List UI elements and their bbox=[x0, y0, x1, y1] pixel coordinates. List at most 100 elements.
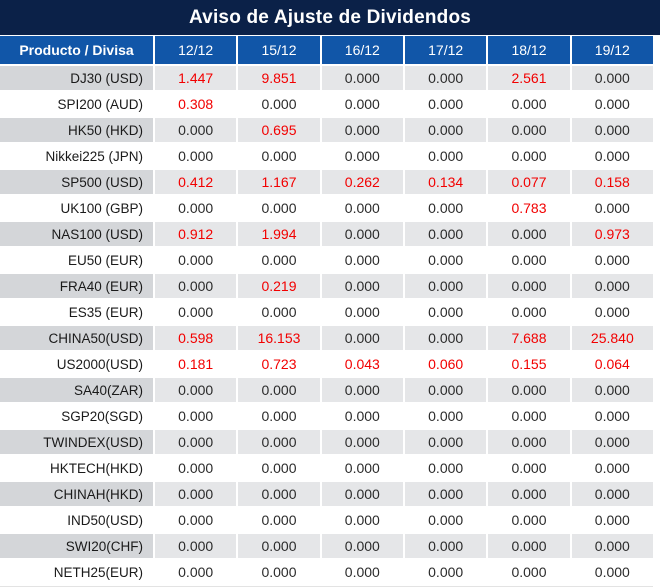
value-cell: 0.000 bbox=[238, 378, 320, 402]
product-cell: US2000(USD) bbox=[0, 352, 153, 376]
value-cell: 0.000 bbox=[238, 248, 320, 272]
value-cell: 0.000 bbox=[155, 430, 237, 454]
value-cell: 0.000 bbox=[571, 534, 653, 558]
value-cell: 0.000 bbox=[488, 534, 570, 558]
value-cell: 0.262 bbox=[321, 170, 403, 194]
value-cell: 0.000 bbox=[321, 248, 403, 272]
value-cell: 0.000 bbox=[238, 534, 320, 558]
value-cell: 0.000 bbox=[321, 274, 403, 298]
value-cell: 0.000 bbox=[405, 456, 487, 480]
value-cell: 0.000 bbox=[155, 482, 237, 506]
value-cell: 2.561 bbox=[488, 66, 570, 90]
column-header-date: 18/12 bbox=[488, 36, 570, 64]
value-cell: 0.000 bbox=[321, 92, 403, 116]
column-header-date: 15/12 bbox=[238, 36, 320, 64]
value-cell: 0.077 bbox=[488, 170, 570, 194]
value-cell: 0.000 bbox=[238, 404, 320, 428]
table-row: CHINA50(USD) 0.598 16.153 0.000 0.000 7.688 25… bbox=[0, 326, 653, 350]
product-cell: SA40(ZAR) bbox=[0, 378, 153, 402]
product-cell: NETH25(EUR) bbox=[0, 560, 153, 584]
value-cell: 0.000 bbox=[405, 430, 487, 454]
value-cell: 0.000 bbox=[321, 482, 403, 506]
value-cell: 0.000 bbox=[405, 92, 487, 116]
value-cell: 0.000 bbox=[571, 118, 653, 142]
value-cell: 25.840 bbox=[571, 326, 653, 350]
product-cell: SGP20(SGD) bbox=[0, 404, 153, 428]
value-cell: 0.000 bbox=[321, 300, 403, 324]
value-cell: 0.000 bbox=[488, 274, 570, 298]
value-cell: 0.000 bbox=[238, 196, 320, 220]
value-cell: 0.181 bbox=[155, 352, 237, 376]
product-cell: SWI20(CHF) bbox=[0, 534, 153, 558]
value-cell: 0.000 bbox=[321, 326, 403, 350]
value-cell: 0.000 bbox=[155, 534, 237, 558]
value-cell: 0.000 bbox=[321, 560, 403, 584]
value-cell: 0.000 bbox=[155, 560, 237, 584]
value-cell: 0.000 bbox=[488, 378, 570, 402]
product-cell: EU50 (EUR) bbox=[0, 248, 153, 272]
column-header-date: 16/12 bbox=[321, 36, 403, 64]
table-row: FRA40 (EUR) 0.000 0.219 0.000 0.000 0.000 0.00… bbox=[0, 274, 653, 298]
value-cell: 0.000 bbox=[155, 196, 237, 220]
value-cell: 0.000 bbox=[571, 144, 653, 168]
value-cell: 0.000 bbox=[155, 508, 237, 532]
value-cell: 0.000 bbox=[405, 196, 487, 220]
value-cell: 0.000 bbox=[405, 534, 487, 558]
table-row: US2000(USD) 0.181 0.723 0.043 0.060 0.155 0.06… bbox=[0, 352, 653, 376]
value-cell: 0.000 bbox=[321, 144, 403, 168]
dividend-table: Producto / Divisa 12/12 15/12 16/12 17/12 18… bbox=[0, 36, 653, 587]
table-row: IND50(USD) 0.000 0.000 0.000 0.000 0.000 0.000 bbox=[0, 508, 653, 532]
value-cell: 0.000 bbox=[405, 404, 487, 428]
value-cell: 0.000 bbox=[155, 456, 237, 480]
value-cell: 0.134 bbox=[405, 170, 487, 194]
value-cell: 1.167 bbox=[238, 170, 320, 194]
table-header-row: Producto / Divisa 12/12 15/12 16/12 17/12 18… bbox=[0, 36, 653, 64]
value-cell: 0.000 bbox=[321, 222, 403, 246]
value-cell: 0.000 bbox=[238, 560, 320, 584]
value-cell: 0.000 bbox=[405, 560, 487, 584]
column-header-date: 19/12 bbox=[571, 36, 653, 64]
value-cell: 0.000 bbox=[155, 378, 237, 402]
table-row: UK100 (GBP) 0.000 0.000 0.000 0.000 0.783 0.00… bbox=[0, 196, 653, 220]
product-cell: HKTECH(HKD) bbox=[0, 456, 153, 480]
table-row: SPI200 (AUD) 0.308 0.000 0.000 0.000 0.000 0.0… bbox=[0, 92, 653, 116]
value-cell: 0.598 bbox=[155, 326, 237, 350]
value-cell: 0.000 bbox=[405, 118, 487, 142]
table-row: Nikkei225 (JPN) 0.000 0.000 0.000 0.000 0.000… bbox=[0, 144, 653, 168]
value-cell: 0.000 bbox=[488, 508, 570, 532]
product-cell: SP500 (USD) bbox=[0, 170, 153, 194]
value-cell: 0.000 bbox=[571, 508, 653, 532]
value-cell: 0.158 bbox=[571, 170, 653, 194]
value-cell: 0.000 bbox=[238, 92, 320, 116]
value-cell: 16.153 bbox=[238, 326, 320, 350]
value-cell: 0.000 bbox=[238, 430, 320, 454]
value-cell: 7.688 bbox=[488, 326, 570, 350]
value-cell: 0.000 bbox=[571, 560, 653, 584]
product-cell: NAS100 (USD) bbox=[0, 222, 153, 246]
product-cell: SPI200 (AUD) bbox=[0, 92, 153, 116]
column-header-product: Producto / Divisa bbox=[0, 36, 153, 64]
value-cell: 0.000 bbox=[571, 92, 653, 116]
value-cell: 0.000 bbox=[488, 222, 570, 246]
value-cell: 0.000 bbox=[405, 274, 487, 298]
value-cell: 0.000 bbox=[405, 300, 487, 324]
value-cell: 0.000 bbox=[155, 144, 237, 168]
value-cell: 0.000 bbox=[405, 222, 487, 246]
table-row: HKTECH(HKD) 0.000 0.000 0.000 0.000 0.000 0.00… bbox=[0, 456, 653, 480]
value-cell: 0.155 bbox=[488, 352, 570, 376]
value-cell: 0.000 bbox=[155, 404, 237, 428]
title-bar: Aviso de Ajuste de Dividendos bbox=[0, 0, 660, 36]
value-cell: 0.000 bbox=[405, 482, 487, 506]
value-cell: 0.000 bbox=[238, 300, 320, 324]
value-cell: 0.000 bbox=[488, 560, 570, 584]
product-cell: FRA40 (EUR) bbox=[0, 274, 153, 298]
value-cell: 0.000 bbox=[321, 508, 403, 532]
value-cell: 0.000 bbox=[571, 248, 653, 272]
value-cell: 0.000 bbox=[488, 404, 570, 428]
product-cell: TWINDEX(USD) bbox=[0, 430, 153, 454]
product-cell: IND50(USD) bbox=[0, 508, 153, 532]
value-cell: 1.994 bbox=[238, 222, 320, 246]
value-cell: 0.000 bbox=[488, 430, 570, 454]
value-cell: 0.000 bbox=[405, 508, 487, 532]
